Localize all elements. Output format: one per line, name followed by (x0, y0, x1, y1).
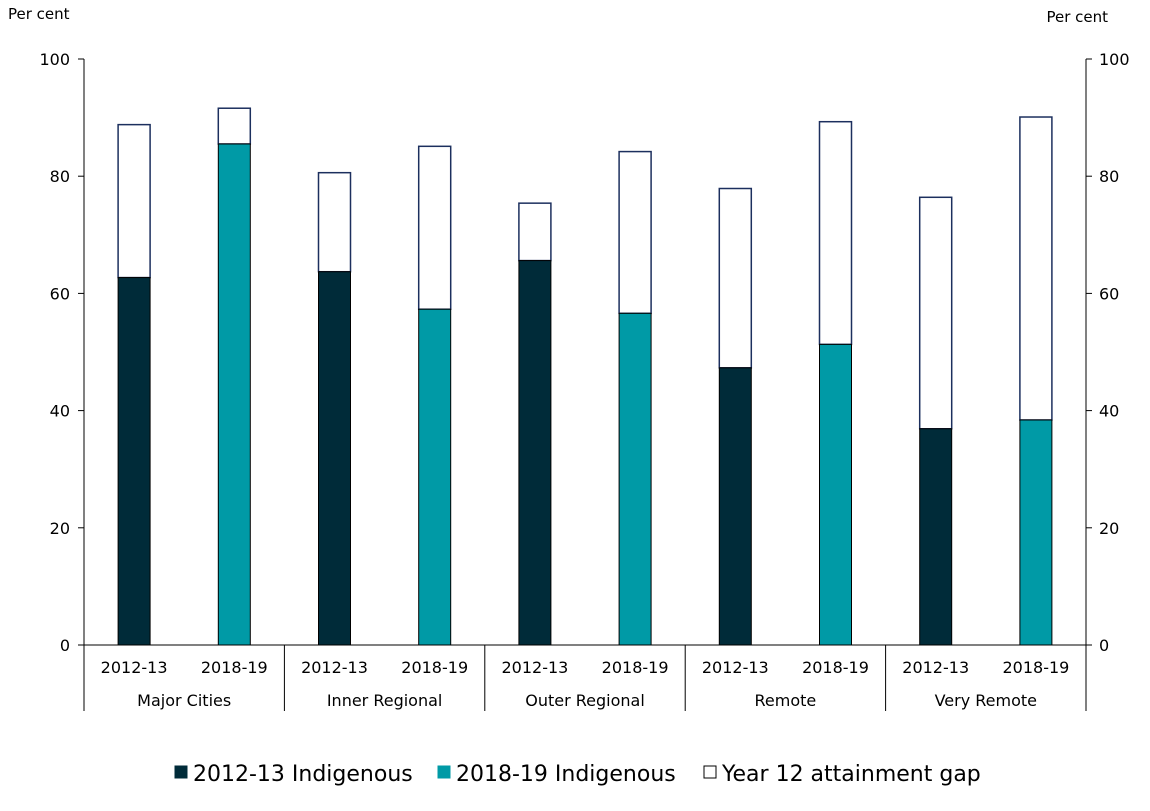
period-tick-label: 2012-13 (501, 658, 568, 677)
bar-2012-13-indigenous (919, 428, 953, 646)
left-axis-unit-label: Per cent (8, 5, 70, 23)
legend-item-year12-attainment-gap-swatch (703, 765, 717, 779)
bar-year12-attainment-gap (117, 123, 151, 279)
bar-year12-attainment-gap (317, 171, 352, 273)
group-tick-label: Outer Regional (525, 691, 645, 710)
left-y-tick-label: 80 (50, 167, 70, 186)
period-tick-label: 2018-19 (401, 658, 468, 677)
bar-2018-19-indigenous (618, 312, 652, 646)
left-y-tick-label: 0 (60, 636, 70, 655)
axes: 0 0 20 20 40 40 60 60 80 80 100 100 (39, 50, 1129, 655)
period-tick-label: 2018-19 (602, 658, 669, 677)
bar-year12-attainment-gap (417, 145, 452, 310)
bar-2012-13-indigenous (718, 367, 752, 646)
bar-2018-19-indigenous (418, 308, 452, 646)
bar-year12-attainment-gap (918, 196, 953, 430)
legend-item-2012-13-indigenous-swatch (174, 765, 188, 779)
left-y-tick-label: 100 (39, 50, 70, 69)
bars (117, 107, 1053, 646)
right-axis-unit-label: Per cent (1046, 8, 1108, 26)
period-tick-label: 2012-13 (301, 658, 368, 677)
bar-2018-19-indigenous (1019, 419, 1053, 646)
period-tick-label: 2018-19 (1002, 658, 1069, 677)
category-axis: 2012-13 2018-19 Major Cities 2012-13 2018-19… (83, 644, 1087, 711)
bar-2012-13-indigenous (518, 260, 552, 646)
group-tick-label: Remote (755, 691, 817, 710)
right-y-tick-label: 60 (1099, 284, 1119, 303)
left-y-tick-label: 20 (50, 519, 70, 538)
bar-year12-attainment-gap (217, 107, 252, 145)
legend: 2012-13 Indigenous 2018-19 Indigenous Year… (174, 762, 981, 787)
period-tick-label: 2012-13 (702, 658, 769, 677)
group-tick-label: Inner Regional (327, 691, 443, 710)
right-y-tick-label: 80 (1099, 167, 1119, 186)
right-y-tick-label: 20 (1099, 519, 1119, 538)
group-tick-label: Major Cities (137, 691, 231, 710)
period-tick-label: 2012-13 (101, 658, 168, 677)
bar-year12-attainment-gap (618, 150, 652, 315)
left-y-tick-label: 40 (50, 402, 70, 421)
left-y-tick-label: 60 (50, 284, 70, 303)
legend-item-2018-19-indigenous-swatch (437, 765, 451, 779)
bar-2018-19-indigenous (819, 343, 852, 646)
bar-year12-attainment-gap (518, 202, 552, 262)
bar-2012-13-indigenous (117, 277, 151, 646)
group-tick-label: Very Remote (935, 691, 1037, 710)
legend-item-2018-19-indigenous-label: 2018-19 Indigenous (456, 762, 676, 787)
period-tick-label: 2012-13 (902, 658, 969, 677)
period-tick-label: 2018-19 (201, 658, 268, 677)
right-y-tick-label: 40 (1099, 402, 1119, 421)
right-y-tick-label: 100 (1099, 50, 1130, 69)
right-y-tick-label: 0 (1099, 636, 1109, 655)
bar-year12-attainment-gap (1019, 116, 1053, 421)
legend-item-2012-13-indigenous-label: 2012-13 Indigenous (193, 762, 413, 787)
legend-item-year12-attainment-gap-label: Year 12 attainment gap (721, 762, 981, 787)
bar-year12-attainment-gap (818, 120, 853, 346)
period-tick-label: 2018-19 (802, 658, 869, 677)
bar-2012-13-indigenous (318, 271, 351, 646)
bar-year12-attainment-gap (718, 187, 753, 369)
bar-2018-19-indigenous (217, 143, 251, 646)
